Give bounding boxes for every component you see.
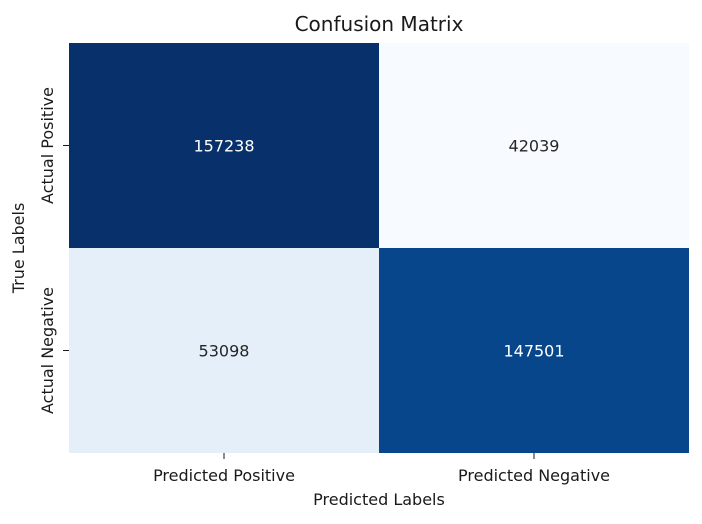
cell-value-labels: 157238 42039 53098 147501 bbox=[193, 137, 564, 361]
cell-value-r1-c0: 53098 bbox=[199, 342, 250, 361]
x-axis-label: Predicted Labels bbox=[313, 490, 445, 509]
y-tick-label-1: Actual Negative bbox=[38, 287, 57, 414]
x-tick-label-0: Predicted Positive bbox=[153, 466, 295, 485]
heatmap-cell-r0-c1 bbox=[379, 43, 689, 248]
heatmap-cells bbox=[69, 43, 689, 453]
heatmap-cell-r0-c0 bbox=[69, 43, 379, 248]
heatmap-cell-r1-c1 bbox=[379, 248, 689, 453]
y-tick-label-0: Actual Positive bbox=[38, 87, 57, 204]
cell-value-r1-c1: 147501 bbox=[503, 342, 564, 361]
x-tick-label-1: Predicted Negative bbox=[458, 466, 610, 485]
y-axis-label: True Labels bbox=[9, 203, 28, 295]
y-axis-ticks: Actual Positive Actual Negative bbox=[38, 87, 69, 414]
heatmap-cell-r1-c0 bbox=[69, 248, 379, 453]
x-axis-ticks: Predicted Positive Predicted Negative bbox=[153, 453, 610, 485]
cell-value-r0-c1: 42039 bbox=[509, 137, 560, 156]
chart-title: Confusion Matrix bbox=[295, 12, 464, 36]
cell-value-r0-c0: 157238 bbox=[193, 137, 254, 156]
